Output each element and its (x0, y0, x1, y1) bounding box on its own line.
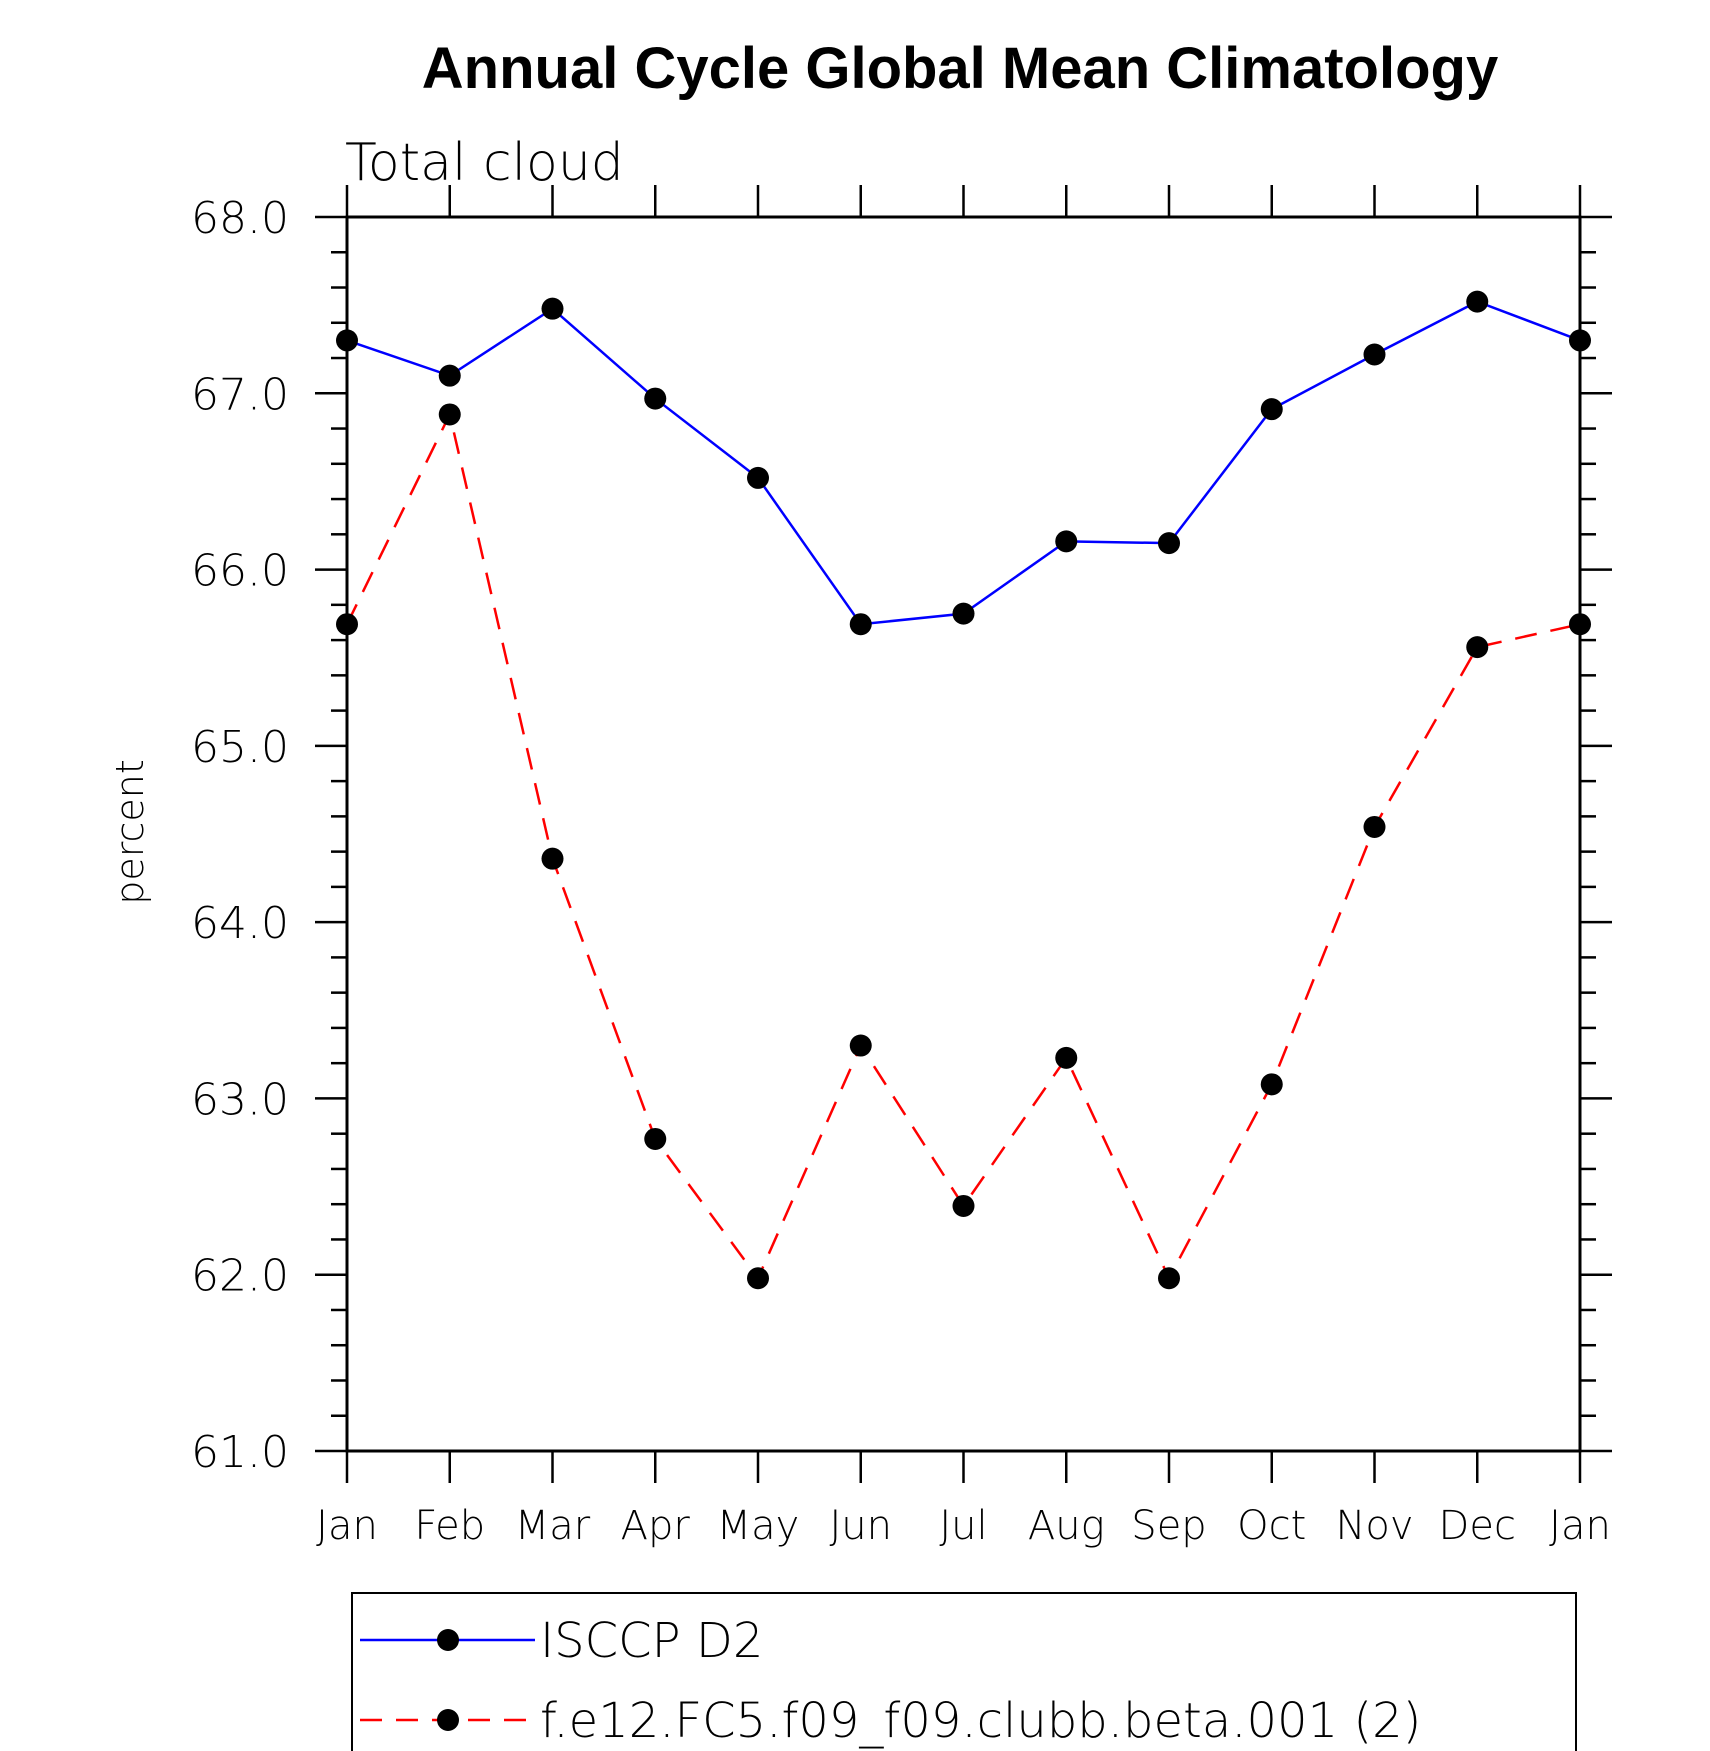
x-tick-label: Nov (1335, 1503, 1413, 1549)
y-tick-label: 66.0 (191, 546, 289, 597)
x-tick-label: Jan (1549, 1503, 1611, 1549)
legend-label-model: f.e12.FC5.f09_f09.clubb.beta.001 (2) (540, 1693, 1421, 1749)
series-markers (336, 290, 1591, 1290)
major-ticks (315, 185, 1612, 1483)
x-tick-label: Apr (621, 1503, 691, 1549)
data-point-series-0 (1260, 398, 1283, 421)
data-point-series-1 (1363, 815, 1386, 838)
minor-ticks (331, 251, 1596, 1417)
data-point-series-0 (1055, 530, 1078, 553)
data-point-series-0 (1158, 532, 1180, 555)
data-point-series-1 (1466, 636, 1489, 659)
data-point-series-0 (952, 602, 975, 625)
data-point-series-1 (747, 1267, 769, 1290)
series-line-0 (346, 300, 1581, 626)
data-point-series-1 (952, 1194, 975, 1217)
y-tick-label: 65.0 (191, 722, 289, 773)
x-tick-label: Jun (830, 1503, 893, 1549)
chart-title: Annual Cycle Global Mean Climatology (422, 36, 1498, 101)
data-point-series-1 (541, 847, 564, 870)
y-tick-label: 61.0 (191, 1427, 289, 1478)
chart-subtitle: Total cloud (345, 133, 624, 193)
x-tick-label: Dec (1439, 1503, 1516, 1549)
data-point-series-0 (644, 387, 667, 410)
legend: ISCCP D2 f.e12.FC5.f09_f09.clubb.beta.00… (351, 1592, 1577, 1751)
series-lines (345, 300, 1581, 1282)
legend-box (351, 1592, 1577, 1751)
x-tick-label: Sep (1131, 1503, 1206, 1549)
y-tick-label: 67.0 (191, 369, 289, 420)
data-point-series-1 (1158, 1267, 1180, 1290)
y-tick-label: 63.0 (191, 1074, 289, 1125)
series-line-1 (345, 410, 1581, 1282)
y-tick-label: 68.0 (191, 193, 289, 244)
y-tick-labels: 61.0 62.0 63.0 64.0 65.0 66.0 67.0 68.0 (191, 193, 289, 1478)
y-tick-label: 64.0 (191, 898, 289, 949)
legend-label-isccp: ISCCP D2 (540, 1613, 763, 1669)
data-point-series-1 (644, 1127, 667, 1150)
data-point-series-1 (1260, 1073, 1283, 1096)
data-point-series-0 (1466, 290, 1489, 313)
data-point-series-1 (438, 403, 461, 426)
x-tick-label: Jan (316, 1503, 378, 1549)
x-tick-label: Feb (414, 1503, 485, 1549)
y-tick-label: 62.0 (191, 1251, 289, 1302)
plot-frame (345, 215, 1582, 1453)
x-tick-label: May (717, 1503, 800, 1549)
data-point-series-0 (747, 466, 769, 489)
data-point-series-1 (849, 1034, 872, 1057)
x-tick-label: Oct (1237, 1503, 1306, 1549)
data-point-series-0 (849, 613, 872, 636)
data-point-series-0 (438, 364, 461, 387)
data-point-series-0 (541, 297, 564, 320)
legend-marker-model (437, 1709, 459, 1731)
x-tick-label: Jul (939, 1503, 987, 1549)
x-tick-label: Mar (515, 1503, 591, 1549)
data-point-series-0 (1363, 343, 1386, 366)
y-axis-label: percent (108, 759, 152, 905)
legend-marker-isccp (437, 1629, 459, 1651)
x-tick-labels: Jan Feb Mar Apr May Jun Jul Aug Sep Oct Nov Dec Jan (316, 1503, 1611, 1549)
x-tick-label: Aug (1028, 1503, 1105, 1549)
data-point-series-1 (1055, 1046, 1078, 1069)
